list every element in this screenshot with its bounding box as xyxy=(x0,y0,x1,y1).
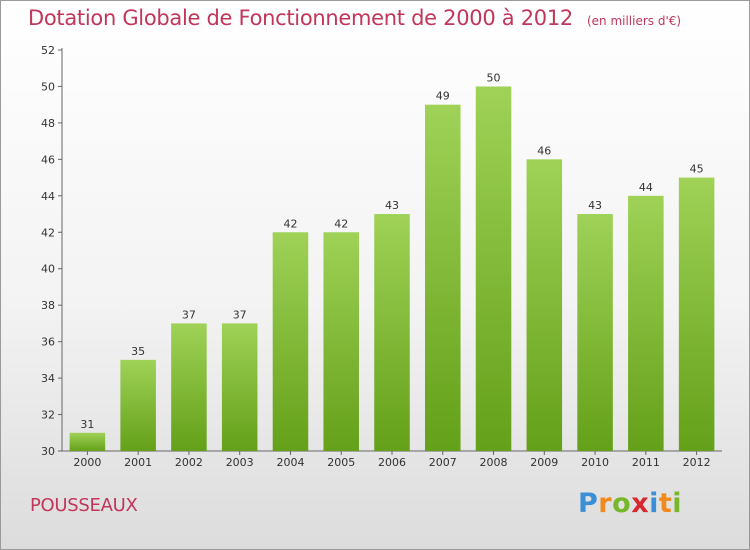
x-tick-label: 2000 xyxy=(73,456,101,469)
bar-value-label: 37 xyxy=(182,308,196,321)
bar-value-label: 31 xyxy=(80,418,94,431)
x-tick-label: 2009 xyxy=(530,456,558,469)
bar-value-label: 43 xyxy=(385,199,399,212)
y-tick-label: 50 xyxy=(41,80,55,93)
bar-2000 xyxy=(69,432,106,451)
bar-2010 xyxy=(577,214,613,451)
bar-value-label: 50 xyxy=(487,71,501,84)
x-tick-label: 2008 xyxy=(480,456,508,469)
chart-title: Dotation Globale de Fonctionnement de 20… xyxy=(28,6,681,30)
y-tick-label: 30 xyxy=(41,445,55,458)
bar-2007 xyxy=(425,104,461,451)
bar-value-label: 44 xyxy=(639,181,653,194)
y-tick-label: 44 xyxy=(41,190,55,203)
proxiti-logo: Proxiti xyxy=(578,488,683,519)
y-tick-label: 38 xyxy=(41,299,55,312)
x-tick-label: 2005 xyxy=(327,456,355,469)
bar-2011 xyxy=(628,195,664,451)
x-tick-label: 2002 xyxy=(175,456,203,469)
bar-2004 xyxy=(272,232,309,451)
bar-value-label: 49 xyxy=(436,90,450,103)
x-tick-label: 2010 xyxy=(581,456,609,469)
x-tick-label: 2006 xyxy=(378,456,406,469)
y-tick-label: 48 xyxy=(41,117,55,130)
commune-name: POUSSEAUX xyxy=(30,495,138,516)
x-tick-label: 2011 xyxy=(632,456,660,469)
y-tick-label: 32 xyxy=(41,409,55,422)
bar-2012 xyxy=(678,177,715,451)
bar-value-label: 37 xyxy=(233,308,247,321)
bar-value-label: 42 xyxy=(283,217,297,230)
bar-2006 xyxy=(374,214,410,451)
x-tick-label: 2007 xyxy=(429,456,457,469)
title-text: Dotation Globale de Fonctionnement de 20… xyxy=(28,6,573,30)
y-tick-label: 34 xyxy=(41,372,55,385)
bar-value-label: 35 xyxy=(131,345,145,358)
bar-2005 xyxy=(323,232,359,451)
x-tick-label: 2001 xyxy=(124,456,152,469)
data-labels: 31 35 37 37 42 42 43 49 50 46 43 44 45 xyxy=(80,71,703,430)
bar-value-label: 46 xyxy=(537,144,551,157)
x-tick-label: 2003 xyxy=(226,456,254,469)
bar-2009 xyxy=(526,159,563,451)
y-tick-label: 46 xyxy=(41,153,55,166)
bars xyxy=(69,86,715,452)
bar-2002 xyxy=(171,323,207,451)
bar-2003 xyxy=(221,323,258,451)
bar-value-label: 45 xyxy=(690,163,704,176)
y-tick-label: 36 xyxy=(41,336,55,349)
bar-value-label: 42 xyxy=(334,217,348,230)
bar-value-label: 43 xyxy=(588,199,602,212)
y-tick-label: 42 xyxy=(41,226,55,239)
x-tick-label: 2012 xyxy=(683,456,711,469)
y-tick-label: 52 xyxy=(41,44,55,57)
bar-2008 xyxy=(475,86,512,452)
x-tick-label: 2004 xyxy=(276,456,304,469)
bar-2001 xyxy=(120,359,156,451)
title-unit: (en milliers d'€) xyxy=(586,14,682,28)
y-tick-label: 40 xyxy=(41,263,55,276)
